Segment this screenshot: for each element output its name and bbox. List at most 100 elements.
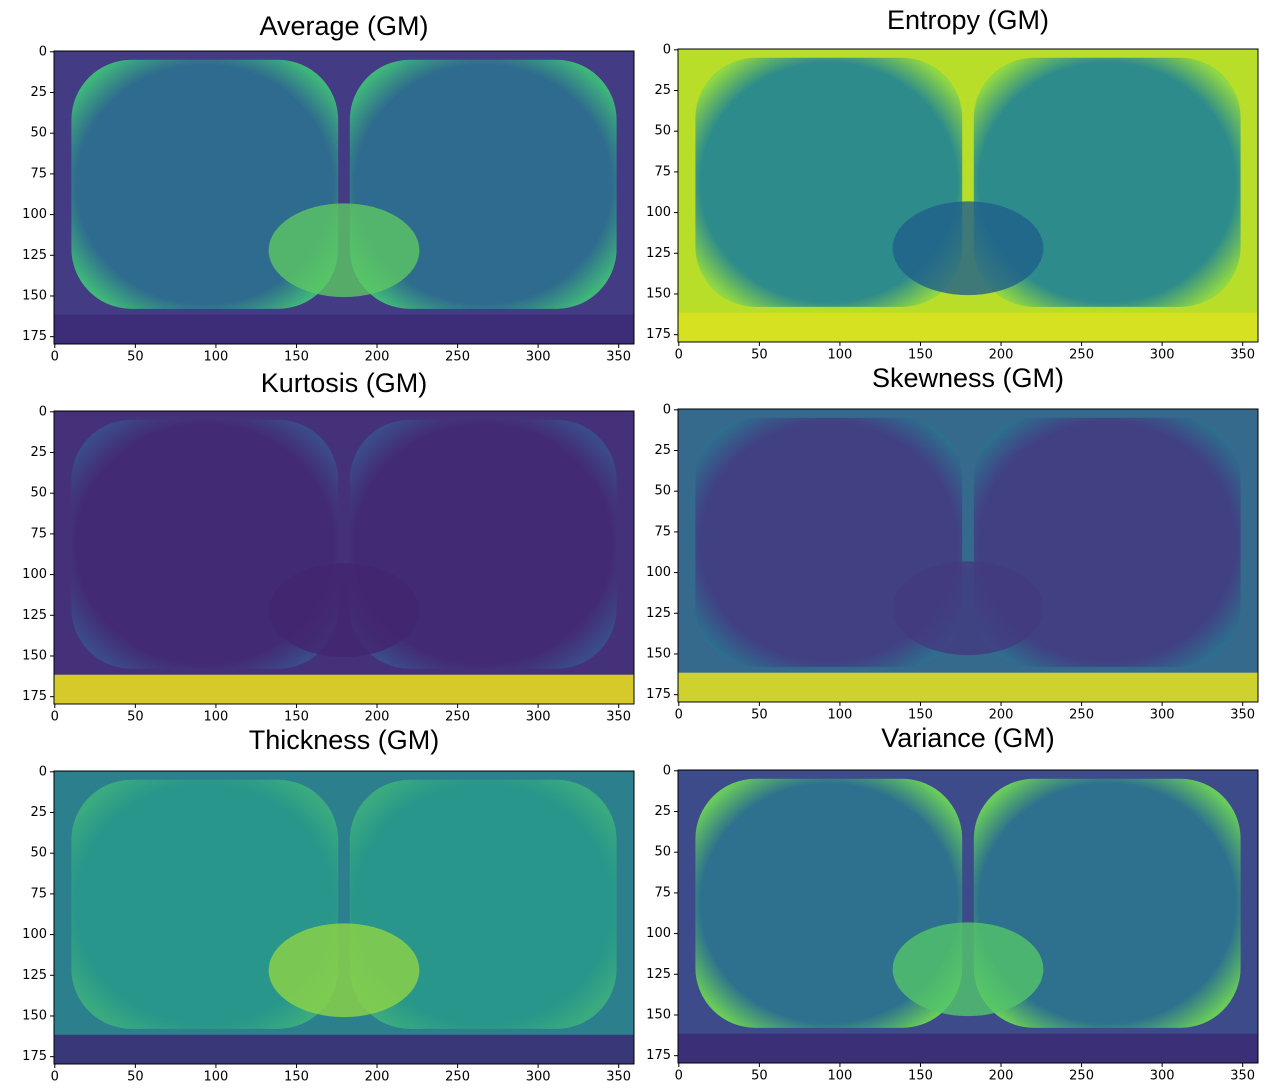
y-tick-label: 175	[22, 329, 47, 344]
x-tick-label: 200	[365, 1070, 390, 1085]
y-tick-label: 125	[646, 967, 671, 982]
x-tick-label: 50	[127, 710, 144, 725]
x-tick-label: 0	[51, 710, 59, 725]
y-tick-label: 50	[30, 486, 47, 501]
y-tick-label: 125	[22, 608, 47, 623]
y-tick-label: 0	[663, 763, 671, 778]
x-tick-label: 150	[908, 708, 933, 723]
y-tick-label: 0	[663, 402, 671, 417]
x-tick-label: 0	[675, 348, 683, 363]
image-core	[893, 922, 1044, 1016]
x-tick-label: 200	[989, 1069, 1014, 1084]
x-tick-label: 350	[1230, 708, 1255, 723]
x-tick-label: 350	[606, 1070, 631, 1085]
y-tick-label: 50	[654, 484, 671, 499]
x-tick-label: 250	[1069, 1069, 1094, 1084]
y-tick-label: 150	[22, 648, 47, 663]
x-tick-label: 250	[445, 1070, 470, 1085]
image-bottom	[54, 315, 634, 344]
y-tick-label: 150	[646, 646, 671, 661]
x-tick-label: 100	[204, 710, 229, 725]
x-tick-label: 300	[526, 350, 551, 365]
x-tick-label: 300	[526, 710, 551, 725]
y-tick-label: 150	[646, 1007, 671, 1022]
y-tick-label: 100	[646, 565, 671, 580]
image-core	[893, 561, 1044, 655]
x-tick-label: 50	[127, 1070, 144, 1085]
x-tick-label: 0	[675, 1069, 683, 1084]
x-tick-label: 300	[1150, 348, 1175, 363]
y-tick-label: 75	[30, 526, 47, 541]
x-tick-label: 150	[284, 710, 309, 725]
x-tick-label: 350	[606, 710, 631, 725]
x-tick-label: 250	[1069, 708, 1094, 723]
x-tick-label: 100	[204, 350, 229, 365]
y-tick-label: 150	[22, 288, 47, 303]
y-tick-label: 0	[39, 404, 47, 419]
y-tick-label: 100	[646, 926, 671, 941]
y-tick-label: 175	[646, 1048, 671, 1063]
x-tick-label: 50	[127, 350, 144, 365]
y-tick-label: 125	[646, 606, 671, 621]
image-bottom	[678, 673, 1258, 702]
panel-title: Average (GM)	[259, 11, 428, 41]
image-bottom	[678, 1034, 1258, 1063]
image-core	[269, 203, 420, 297]
y-tick-label: 25	[30, 445, 47, 460]
y-tick-label: 75	[654, 164, 671, 179]
panel-title: Entropy (GM)	[887, 5, 1049, 35]
y-tick-label: 25	[654, 83, 671, 98]
y-tick-label: 0	[663, 42, 671, 57]
y-tick-label: 75	[30, 166, 47, 181]
panel-title: Thickness (GM)	[249, 725, 440, 755]
y-tick-label: 150	[22, 1008, 47, 1023]
figure: Average (GM)0501001502002503003500255075…	[0, 0, 1268, 1091]
x-tick-label: 100	[204, 1070, 229, 1085]
y-tick-label: 0	[39, 764, 47, 779]
y-tick-label: 0	[39, 44, 47, 59]
x-tick-label: 200	[989, 708, 1014, 723]
y-tick-label: 75	[30, 886, 47, 901]
y-tick-label: 25	[654, 804, 671, 819]
y-tick-label: 175	[22, 689, 47, 704]
x-tick-label: 250	[445, 710, 470, 725]
image-bottom	[678, 313, 1258, 342]
panel-title: Variance (GM)	[881, 723, 1055, 753]
y-tick-label: 50	[654, 845, 671, 860]
y-tick-label: 75	[654, 885, 671, 900]
x-tick-label: 150	[908, 348, 933, 363]
x-tick-label: 300	[1150, 708, 1175, 723]
y-tick-label: 50	[30, 846, 47, 861]
x-tick-label: 300	[526, 1070, 551, 1085]
panel-title: Skewness (GM)	[872, 363, 1064, 393]
y-tick-label: 25	[30, 85, 47, 100]
image-panel: Thickness (GM)05010015020025030035002550…	[22, 725, 634, 1084]
y-tick-label: 100	[22, 927, 47, 942]
x-tick-label: 200	[365, 710, 390, 725]
y-tick-label: 125	[22, 968, 47, 983]
y-tick-label: 100	[22, 207, 47, 222]
x-tick-label: 100	[828, 708, 853, 723]
y-tick-label: 25	[30, 805, 47, 820]
image-panel: Kurtosis (GM) 0 50 100 150 200 250 300 350 0 25 50 7…	[22, 368, 634, 724]
x-tick-label: 150	[908, 1069, 933, 1084]
x-tick-label: 150	[284, 1070, 309, 1085]
y-tick-label: 25	[654, 443, 671, 458]
image-core	[269, 563, 420, 657]
x-tick-label: 150	[284, 350, 309, 365]
image-core	[269, 923, 420, 1017]
y-tick-label: 50	[654, 124, 671, 139]
panel-title: Kurtosis (GM)	[261, 368, 428, 398]
x-tick-label: 250	[1069, 348, 1094, 363]
image-bottom	[54, 1035, 634, 1064]
y-tick-label: 175	[22, 1049, 47, 1064]
x-tick-label: 200	[989, 348, 1014, 363]
x-tick-label: 350	[1230, 348, 1255, 363]
x-tick-label: 50	[751, 1069, 768, 1084]
image-core	[893, 201, 1044, 295]
y-tick-label: 175	[646, 327, 671, 342]
